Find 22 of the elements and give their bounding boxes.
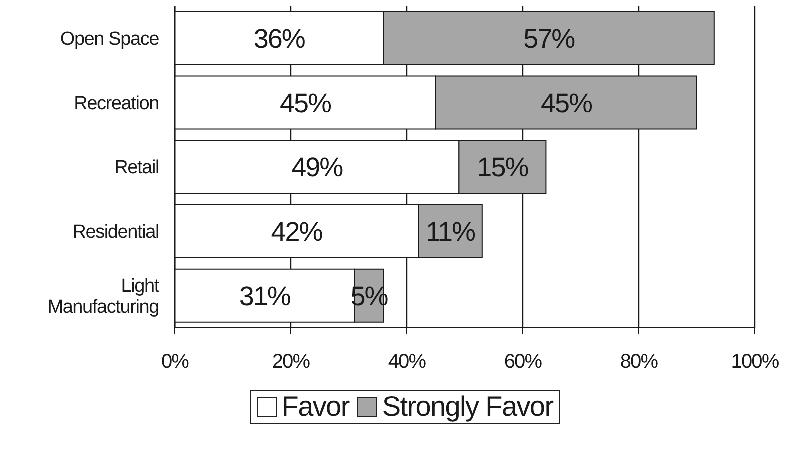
data-label: 31% (239, 281, 292, 312)
data-label: 49% (292, 152, 344, 183)
legend-label: Favor (280, 391, 350, 423)
x-tick-label: 80% (620, 351, 659, 374)
data-label: 11% (426, 217, 476, 248)
data-label: 57% (524, 24, 576, 54)
data-label: 45% (540, 88, 594, 118)
x-tick-label: 40% (388, 351, 427, 374)
y-tick-label: Light Manufacturing (48, 276, 160, 318)
y-tick-label: Residential (72, 222, 159, 244)
y-tick-label: Retail (114, 158, 159, 179)
data-label: 36% (254, 24, 306, 54)
data-label: 42% (271, 217, 324, 248)
legend-label: Strongly Favor (381, 391, 554, 423)
x-tick-label: 100% (731, 351, 780, 374)
x-tick-label: 60% (504, 351, 543, 374)
x-tick-label: 20% (272, 351, 311, 374)
x-tick-label: 0% (161, 351, 190, 374)
y-tick-label: Recreation (74, 93, 160, 114)
data-label: 15% (477, 152, 530, 183)
data-label: 45% (280, 88, 332, 118)
y-tick-label: Open Space (60, 28, 160, 50)
